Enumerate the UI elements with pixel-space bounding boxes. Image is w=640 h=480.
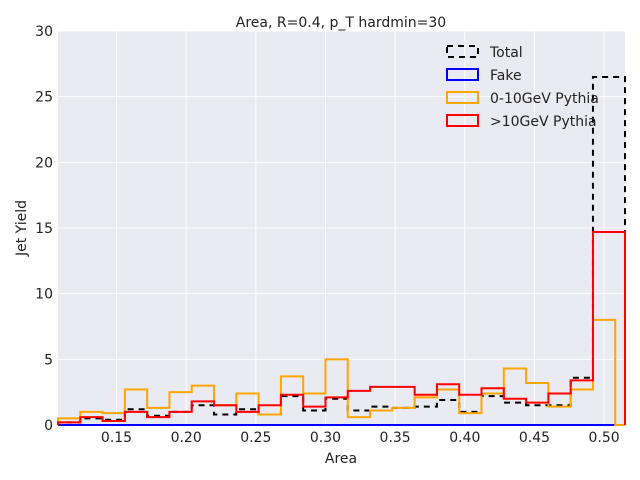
legend-swatch [446,91,479,104]
legend-swatch [446,68,479,81]
legend-label: Fake [490,68,522,84]
x-tick-label: 0.35 [380,430,411,446]
y-axis-ticks: 0 5 10 15 20 25 30 [35,24,53,434]
x-tick-label: 0.30 [310,430,341,446]
legend-swatch [446,45,479,58]
chart-title: Area, R=0.4, p_T hardmin=30 [236,15,446,31]
x-tick-label: 0.20 [171,430,202,446]
legend-label: >10GeV Pythia [490,114,597,130]
y-tick-label: 15 [35,221,53,237]
series-line--10gev-pythia [57,230,626,425]
y-tick-label: 10 [35,287,53,303]
y-tick-label: 20 [35,155,53,171]
legend-label: Total [489,45,523,61]
x-tick-label: 0.25 [240,430,271,446]
x-axis-label: Area [325,451,357,467]
series-line-0-10gev-pythia [57,318,625,426]
y-tick-label: 25 [35,90,53,106]
legend: Total Fake 0-10GeV Pythia >10GeV Pythia [446,45,599,130]
x-tick-label: 0.40 [449,430,480,446]
x-axis-ticks: 0.15 0.20 0.25 0.30 0.35 0.40 0.45 0.50 [101,430,620,446]
y-tick-label: 5 [44,352,53,368]
y-axis-label: Jet Yield [14,200,30,257]
x-tick-label: 0.45 [519,430,550,446]
y-tick-label: 30 [35,24,53,40]
y-tick-label: 0 [44,418,53,434]
legend-label: 0-10GeV Pythia [490,91,599,107]
series-layer [57,75,626,426]
legend-swatch [446,114,479,127]
x-tick-label: 0.50 [589,430,620,446]
x-tick-label: 0.15 [101,430,132,446]
